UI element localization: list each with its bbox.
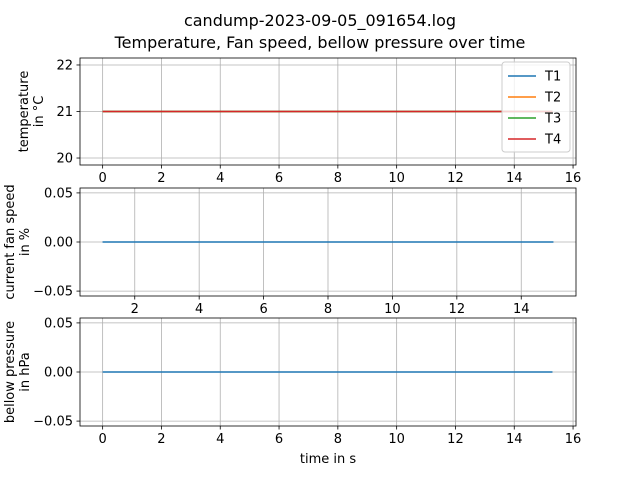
x-tick-label: 14 bbox=[506, 171, 523, 186]
subplot-1: 0 2 4 6 8 10 12 14 16 20 21 22 temperature in °C T1 T2 T… bbox=[17, 57, 582, 186]
x-tick-label: 8 bbox=[324, 302, 332, 317]
legend-label: T2 bbox=[544, 91, 561, 106]
x-tick-label: 16 bbox=[565, 432, 582, 447]
x-tick-label: 2 bbox=[157, 432, 165, 447]
y-axis-label: bellow pressure bbox=[3, 321, 18, 423]
y-axis-label: in °C bbox=[32, 96, 47, 128]
y-tick-label: −0.05 bbox=[33, 415, 73, 430]
y-tick-label: 22 bbox=[56, 58, 73, 73]
x-tick-label: 6 bbox=[259, 302, 267, 317]
x-tick-label: 4 bbox=[216, 432, 224, 447]
subplot-2: 2 4 6 8 10 12 14 −0.05 0.00 0.05 current fan speed… bbox=[3, 184, 577, 317]
x-tick-label: 4 bbox=[216, 171, 224, 186]
x-tick-label: 12 bbox=[447, 171, 464, 186]
y-tick-label: 0.00 bbox=[44, 366, 73, 381]
y-tick-label: 0.05 bbox=[44, 316, 73, 331]
x-tick-label: 8 bbox=[334, 171, 342, 186]
x-tick-label: 10 bbox=[388, 171, 405, 186]
x-tick-label: 2 bbox=[157, 171, 165, 186]
x-tick-label: 0 bbox=[98, 432, 106, 447]
y-tick-label: 20 bbox=[56, 152, 73, 167]
y-axis-label: in % bbox=[18, 228, 33, 256]
x-tick-label: 10 bbox=[388, 432, 405, 447]
x-tick-label: 6 bbox=[275, 432, 283, 447]
legend-label: T4 bbox=[544, 133, 561, 148]
legend-label: T3 bbox=[544, 112, 561, 127]
x-tick-label: 12 bbox=[449, 302, 466, 317]
x-tick-label: 16 bbox=[565, 171, 582, 186]
x-axis-label: time in s bbox=[300, 452, 356, 467]
x-tick-label: 8 bbox=[334, 432, 342, 447]
chart-title-line1: candump-2023-09-05_091654.log bbox=[183, 11, 457, 30]
legend-box bbox=[501, 61, 571, 153]
y-tick-label: 0.00 bbox=[44, 236, 73, 251]
y-axis-label: in hPa bbox=[18, 352, 33, 391]
x-tick-label: 14 bbox=[506, 432, 523, 447]
x-tick-label: 2 bbox=[131, 302, 139, 317]
x-tick-label: 4 bbox=[195, 302, 203, 317]
x-tick-label: 0 bbox=[98, 171, 106, 186]
x-tick-label: 12 bbox=[447, 432, 464, 447]
x-tick-label: 6 bbox=[275, 171, 283, 186]
y-axis-label: current fan speed bbox=[3, 184, 18, 299]
subplot-3: 0 2 4 6 8 10 12 14 16 −0.05 0.00 0.05 bellow pressur… bbox=[3, 316, 581, 467]
legend-label: T1 bbox=[544, 70, 561, 85]
x-tick-label: 10 bbox=[384, 302, 401, 317]
y-tick-label: −0.05 bbox=[33, 285, 73, 300]
y-axis-label: temperature bbox=[17, 71, 32, 153]
y-tick-label: 0.05 bbox=[44, 186, 73, 201]
chart-title-line2: Temperature, Fan speed, bellow pressure … bbox=[114, 33, 526, 52]
x-tick-label: 14 bbox=[513, 302, 530, 317]
y-tick-label: 21 bbox=[56, 105, 73, 120]
